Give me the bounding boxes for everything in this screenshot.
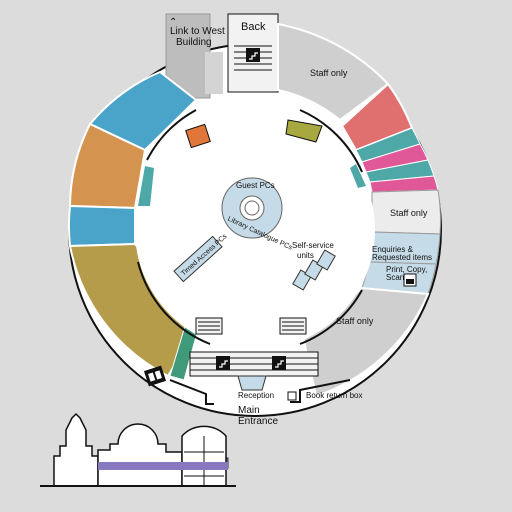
sector-olive[interactable] — [68, 242, 202, 378]
sector-blue-mid[interactable] — [67, 204, 136, 248]
staff-only-top-label: Staff only — [310, 68, 348, 78]
enquiries-label-2: Requested items — [372, 253, 432, 262]
back-label: Back — [241, 21, 266, 33]
sector-pink-1[interactable] — [361, 143, 429, 173]
self-service-label-2: units — [297, 251, 314, 260]
link-west-label-1: Link to West — [170, 26, 225, 37]
main-entrance-label-2: Entrance — [238, 416, 278, 427]
reception-label: Reception — [238, 391, 274, 400]
teal-edge-right — [350, 164, 366, 188]
staff-only-bottom-label: Staff only — [336, 316, 374, 326]
book-return-box[interactable]: Book return box — [287, 391, 362, 401]
back-corridor: Back — [227, 13, 279, 93]
sector-teal-2[interactable] — [365, 159, 435, 183]
sector-teal-1[interactable] — [355, 127, 421, 163]
book-return-label: Book return box — [306, 391, 362, 400]
teal-edge-left — [138, 166, 154, 206]
staff-only-right-label: Staff only — [390, 208, 428, 218]
stairs-icon — [272, 356, 286, 370]
link-west-label-2: Building — [176, 37, 212, 48]
self-service-units[interactable]: Self-service units — [292, 241, 336, 291]
print-label-1: Print, Copy, — [386, 265, 427, 274]
orange-area[interactable] — [185, 123, 211, 149]
enquiries-label-1: Enquiries & — [372, 245, 414, 254]
up-arrow-icon: ⌃ — [169, 17, 177, 28]
stairs-left — [195, 317, 223, 335]
entrance-stairs — [189, 351, 319, 377]
self-service-label-1: Self-service — [292, 241, 334, 250]
stairs-icon — [246, 48, 260, 62]
sector-pink-2[interactable] — [369, 175, 439, 193]
stairs-right — [279, 317, 307, 335]
building-elevation-inset — [40, 412, 236, 487]
olive-area[interactable] — [285, 119, 323, 143]
sector-red[interactable] — [340, 82, 414, 152]
main-entrance-label-1: Main — [238, 405, 260, 416]
guest-pcs-label: Guest PCs — [236, 181, 275, 190]
reception-desk[interactable]: Reception — [237, 375, 274, 400]
stairs-icon — [216, 356, 230, 370]
lift-icon — [143, 365, 167, 387]
print-label-2: Scan — [386, 273, 404, 282]
